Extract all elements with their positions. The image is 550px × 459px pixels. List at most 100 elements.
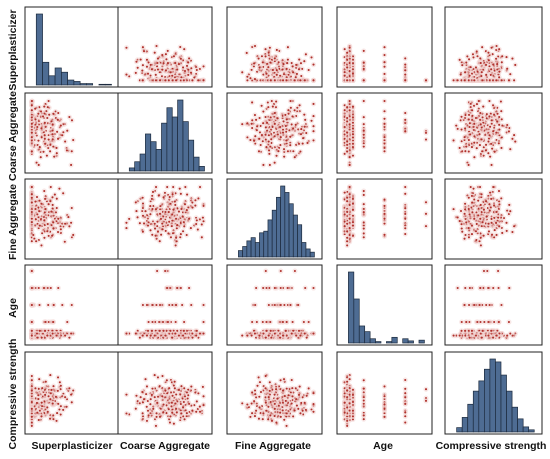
scatter-point — [312, 139, 315, 142]
scatter-point — [478, 133, 481, 136]
scatter-point — [279, 136, 282, 139]
scatter-point — [41, 115, 45, 118]
scatter-point — [292, 127, 295, 130]
scatter-point — [72, 138, 75, 142]
scatter-point — [160, 75, 164, 78]
histogram-bar — [150, 141, 157, 172]
scatter-point — [498, 76, 501, 79]
histogram-bar — [128, 167, 135, 172]
scatter-point — [55, 197, 58, 200]
scatter-point — [30, 109, 33, 112]
scatter-point — [52, 227, 55, 230]
scatter-point — [281, 79, 285, 82]
scatter-point — [150, 68, 153, 71]
scatter-point — [241, 71, 244, 74]
scatter-point — [56, 230, 60, 234]
scatter-point — [476, 70, 479, 73]
scatter-point — [404, 57, 407, 60]
scatter-point — [293, 109, 296, 112]
scatter-point — [171, 79, 174, 82]
scatter-point — [156, 57, 160, 60]
scatter-point — [383, 79, 386, 82]
scatter-point — [186, 193, 189, 196]
histogram-bar — [155, 149, 162, 172]
scatter-point — [498, 48, 501, 51]
scatter-point — [282, 73, 286, 76]
scatter-point — [30, 150, 33, 153]
scatter-point — [351, 72, 355, 75]
scatter-point — [299, 133, 303, 136]
scatter-point — [146, 72, 150, 75]
scatter-point — [277, 61, 280, 64]
scatter-point — [42, 150, 45, 153]
scatter-point — [202, 65, 205, 68]
scatter-point — [72, 233, 75, 237]
scatter-point — [346, 79, 349, 82]
scatter-point — [362, 67, 365, 70]
scatter-point — [43, 189, 46, 193]
scatter-point — [348, 74, 351, 78]
scatter-point — [472, 56, 475, 59]
panel-coarse-aggregate-vs-compressive-strength — [444, 92, 543, 174]
scatter-point — [56, 118, 59, 121]
scatter-point — [149, 63, 152, 66]
scatter-point — [182, 66, 185, 69]
scatter-point — [167, 79, 170, 82]
scatter-point — [383, 117, 386, 120]
scatter-point — [43, 211, 46, 214]
scatter-point — [346, 66, 349, 69]
scatter-point — [51, 138, 54, 141]
scatter-point — [301, 142, 304, 145]
scatter-point — [253, 78, 257, 81]
scatter-point — [261, 140, 264, 143]
scatter-point — [284, 113, 287, 116]
scatter-point — [488, 115, 491, 118]
scatter-point — [166, 62, 169, 65]
scatter-point — [196, 228, 199, 231]
scatter-point — [287, 109, 290, 112]
scatter-point — [54, 211, 57, 214]
scatter-point — [480, 74, 483, 78]
scatter-point — [484, 149, 487, 152]
scatter-point — [487, 140, 490, 143]
scatter-point — [58, 187, 61, 190]
scatter-point — [254, 135, 257, 138]
scatter-point — [279, 74, 282, 77]
scatter-point — [172, 185, 175, 189]
scatter-point — [484, 143, 488, 146]
scatter-point — [281, 68, 284, 71]
scatter-point — [460, 128, 463, 131]
scatter-point — [38, 224, 41, 227]
histogram-bar — [198, 166, 205, 172]
scatter-point — [30, 139, 33, 142]
scatter-point — [70, 221, 73, 224]
scatter-point — [469, 66, 472, 69]
scatter-point — [464, 150, 467, 153]
scatter-point — [295, 63, 298, 66]
scatter-point — [285, 139, 288, 142]
scatter-point — [351, 133, 355, 136]
scatter-point — [30, 185, 33, 189]
scatter-point — [125, 73, 128, 76]
scatter-point — [273, 161, 276, 164]
scatter-point — [153, 51, 156, 54]
scatter-point — [271, 68, 274, 72]
scatter-point — [68, 225, 71, 228]
scatter-point — [34, 200, 37, 203]
scatter-point — [383, 61, 386, 64]
scatter-point — [298, 104, 301, 107]
scatter-point — [514, 63, 517, 67]
scatter-point — [346, 106, 349, 109]
scatter-point — [141, 79, 144, 82]
scatter-point — [155, 44, 158, 48]
scatter-point — [275, 48, 278, 52]
scatter-point — [474, 66, 478, 69]
scatter-point — [362, 79, 365, 82]
scatter-point — [46, 116, 49, 120]
scatter-point — [297, 142, 301, 145]
scatter-point — [298, 58, 301, 61]
scatter-point — [362, 49, 365, 52]
scatter-point — [44, 142, 47, 145]
scatter-point — [37, 112, 40, 115]
